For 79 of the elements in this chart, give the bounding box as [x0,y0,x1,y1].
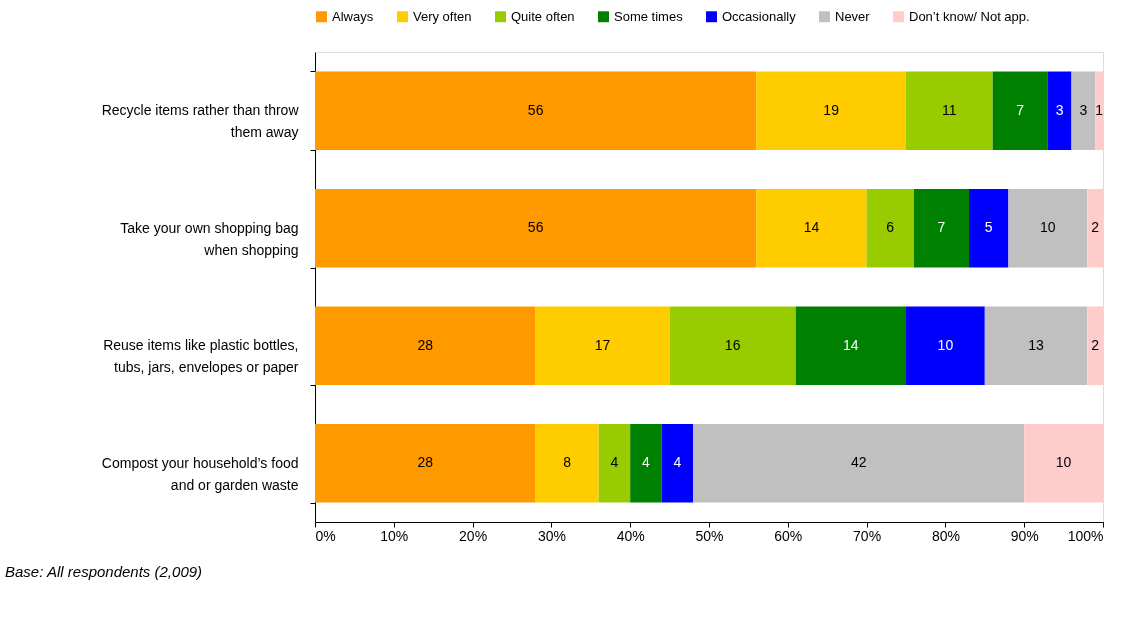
x-tick-label: 100% [1067,527,1104,544]
legend-label: Don’t know/ Not app. [909,8,1030,24]
data-label: 13 [1028,336,1045,353]
bar [535,306,670,386]
x-tick-label: 10% [380,527,409,544]
data-label: 6 [886,219,895,236]
data-label: 28 [417,454,434,471]
bar [795,306,906,386]
data-label: 10 [1055,454,1072,471]
bar [1087,188,1103,268]
data-label: 2 [1091,336,1100,353]
data-label: 14 [803,219,820,236]
bar [315,188,757,268]
data-label: 8 [563,454,572,471]
bar [1087,306,1103,386]
bar [661,423,694,503]
bar [1008,188,1088,268]
bar [1095,71,1103,151]
y-tick-label: Recycle items rather than throw them away [101,102,300,141]
y-tick-label: Compost your household’s food and or garden waste [101,454,299,493]
data-label: 7 [937,219,946,236]
bar [1024,423,1103,503]
data-label: 10 [1040,219,1056,236]
bar [535,423,599,503]
legend-label: Some times [614,8,684,24]
data-label: 16 [724,336,741,353]
x-tick-label: 0% [315,527,336,544]
data-label: 19 [823,101,840,118]
x-tick-label: 40% [616,527,645,544]
data-label: 3 [1055,101,1064,118]
data-label: 11 [942,101,957,118]
bar [992,71,1048,151]
data-label: 28 [417,336,434,353]
x-tick-label: 60% [774,527,803,544]
text: Base: All respondents (2,009) [5,563,203,580]
bar [984,306,1088,386]
bar [669,306,796,386]
bar [866,188,914,268]
x-tick-label: 30% [537,527,566,544]
bar [969,188,1009,268]
x-tick-label: 80% [931,527,960,544]
legend-label: Very often [413,8,472,24]
data-label: 2 [1091,219,1100,236]
x-tick-label: 90% [1010,527,1039,544]
data-label: 5 [984,219,993,236]
bar [598,423,631,503]
y-tick-label: Take your own shopping bag when shopping [120,219,299,258]
bar [693,423,1025,503]
x-tick-label: 70% [853,527,882,544]
data-label: 4 [610,454,619,471]
data-label: 4 [642,454,651,471]
data-label: 10 [937,336,954,353]
data-label: 4 [673,454,682,471]
data-label: 56 [527,219,544,236]
bar [906,71,993,151]
bar [756,188,867,268]
bar [630,423,662,503]
data-label: 1 [1095,101,1104,118]
x-tick-label: 50% [695,527,724,544]
legend-label: Quite often [511,8,575,24]
legend-label: Never [835,8,871,24]
bar [315,71,757,151]
bar [1047,71,1072,151]
data-label: 56 [527,101,544,118]
bar [756,71,906,151]
data-label: 14 [843,336,859,353]
data-label: 3 [1079,101,1088,118]
bar [906,306,985,386]
legend-label: Occasionally [722,8,797,24]
bar [315,306,536,386]
bar [315,423,536,503]
data-label: 42 [850,454,867,471]
data-label: 7 [1016,101,1025,118]
data-label: 17 [594,336,611,353]
bar [1071,71,1096,151]
y-tick-label: Reuse items like plastic bottles, tubs, jars, envelopes or paper [103,337,299,376]
bar [913,188,970,268]
legend-label: Always [332,8,374,24]
x-tick-label: 20% [459,527,488,544]
